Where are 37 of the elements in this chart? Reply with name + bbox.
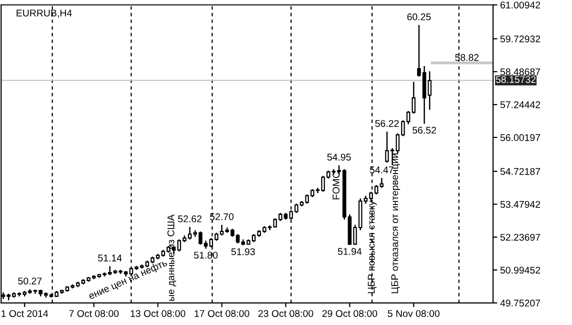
x-tick-label: 23 Oct 08:00: [258, 310, 314, 317]
y-tick-label: 58.48687: [500, 68, 540, 76]
candlestick: [380, 177, 384, 188]
ref-line-label: 58.15732: [496, 76, 536, 83]
x-tick-label: 17 Oct 08:00: [194, 310, 250, 317]
annotation: 56.52: [412, 126, 436, 134]
annotation: 54.47: [370, 166, 394, 174]
y-tick-label: 50.99452: [500, 266, 540, 274]
y-tick-label: 52.23697: [500, 234, 540, 241]
annotation: FOMC: [332, 172, 340, 200]
y-tick-label: 54.72187: [500, 168, 540, 175]
annotation: 52.70: [210, 213, 234, 220]
annotation: 51.93: [231, 248, 255, 256]
annotation: 56.22: [375, 120, 399, 127]
annotation: 51.94: [338, 248, 362, 255]
annotation: 54.95: [327, 154, 351, 161]
annotation: 50.27: [18, 278, 42, 284]
annotation: ЦБР повысил ставку: [368, 200, 377, 294]
annotation: 51.14: [98, 254, 122, 262]
x-tick-label: 29 Oct 08:00: [322, 310, 378, 317]
x-tick-label: 5 Nov 08:00: [388, 310, 440, 317]
y-tick-label: 57.24442: [500, 101, 540, 108]
y-tick-label: 49.75207: [500, 300, 540, 307]
x-tick-label: 1 Oct 2014: [2, 310, 48, 317]
candlestick: [428, 70, 432, 110]
annotation: 52.62: [178, 215, 202, 222]
x-tick-label: 7 Oct 08:00: [69, 310, 119, 317]
x-tick-label: 13 Oct 08:00: [130, 310, 186, 317]
y-tick-label: 53.47942: [500, 200, 540, 208]
y-tick-label: 59.72932: [500, 36, 540, 42]
annotation: 51.80: [194, 252, 218, 259]
y-tick-label: 61.00942: [500, 2, 540, 8]
y-tick-label: 56.00197: [500, 134, 540, 142]
candlestick: [412, 81, 416, 114]
annotation: 60.25: [407, 13, 431, 20]
chart-title: EURRUB,H4: [16, 10, 72, 18]
ref-line-label: 58.82: [455, 54, 479, 61]
